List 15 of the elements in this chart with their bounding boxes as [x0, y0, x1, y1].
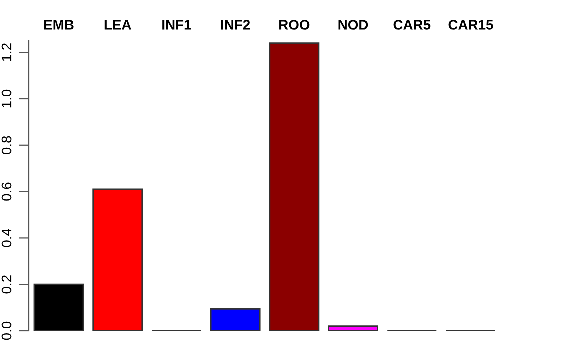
x-tick-label: EMB	[44, 20, 74, 30]
y-tick-label: 0.4	[2, 228, 12, 248]
y-tick-label: 0.2	[2, 276, 12, 294]
x-tick-label: CAR15	[448, 20, 494, 30]
y-tick-label: 1.2	[2, 44, 12, 62]
y-tick-label: 0.6	[2, 182, 12, 201]
x-tick-label: CAR5	[394, 20, 431, 30]
x-tick-label: INF1	[162, 20, 192, 30]
x-tick-label: ROO	[280, 20, 310, 30]
x-tick-label: NOD	[338, 20, 368, 30]
y-tick-label: 0.0	[2, 322, 12, 340]
y-tick-label: 1.0	[2, 90, 12, 108]
x-tick-label: INF2	[221, 20, 250, 30]
x-tick-label: LEA	[104, 20, 132, 30]
y-tick-label: 0.8	[2, 136, 12, 155]
